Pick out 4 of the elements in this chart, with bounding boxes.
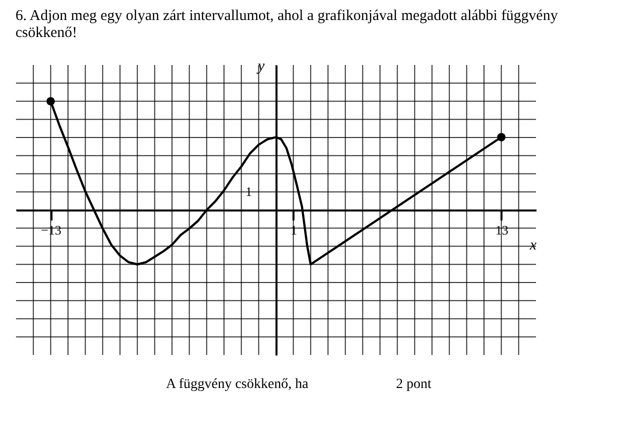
chart-title: 6. Adjon meg egy olyan zárt intervallumot, ahol a grafikonjával megadott alábbi függvény csökkenő! — [16, 8, 558, 41]
text: A függvény csökkenő, ha — [166, 377, 310, 392]
y-axis-title: y — [256, 58, 265, 74]
text: 2 pont — [396, 377, 432, 392]
